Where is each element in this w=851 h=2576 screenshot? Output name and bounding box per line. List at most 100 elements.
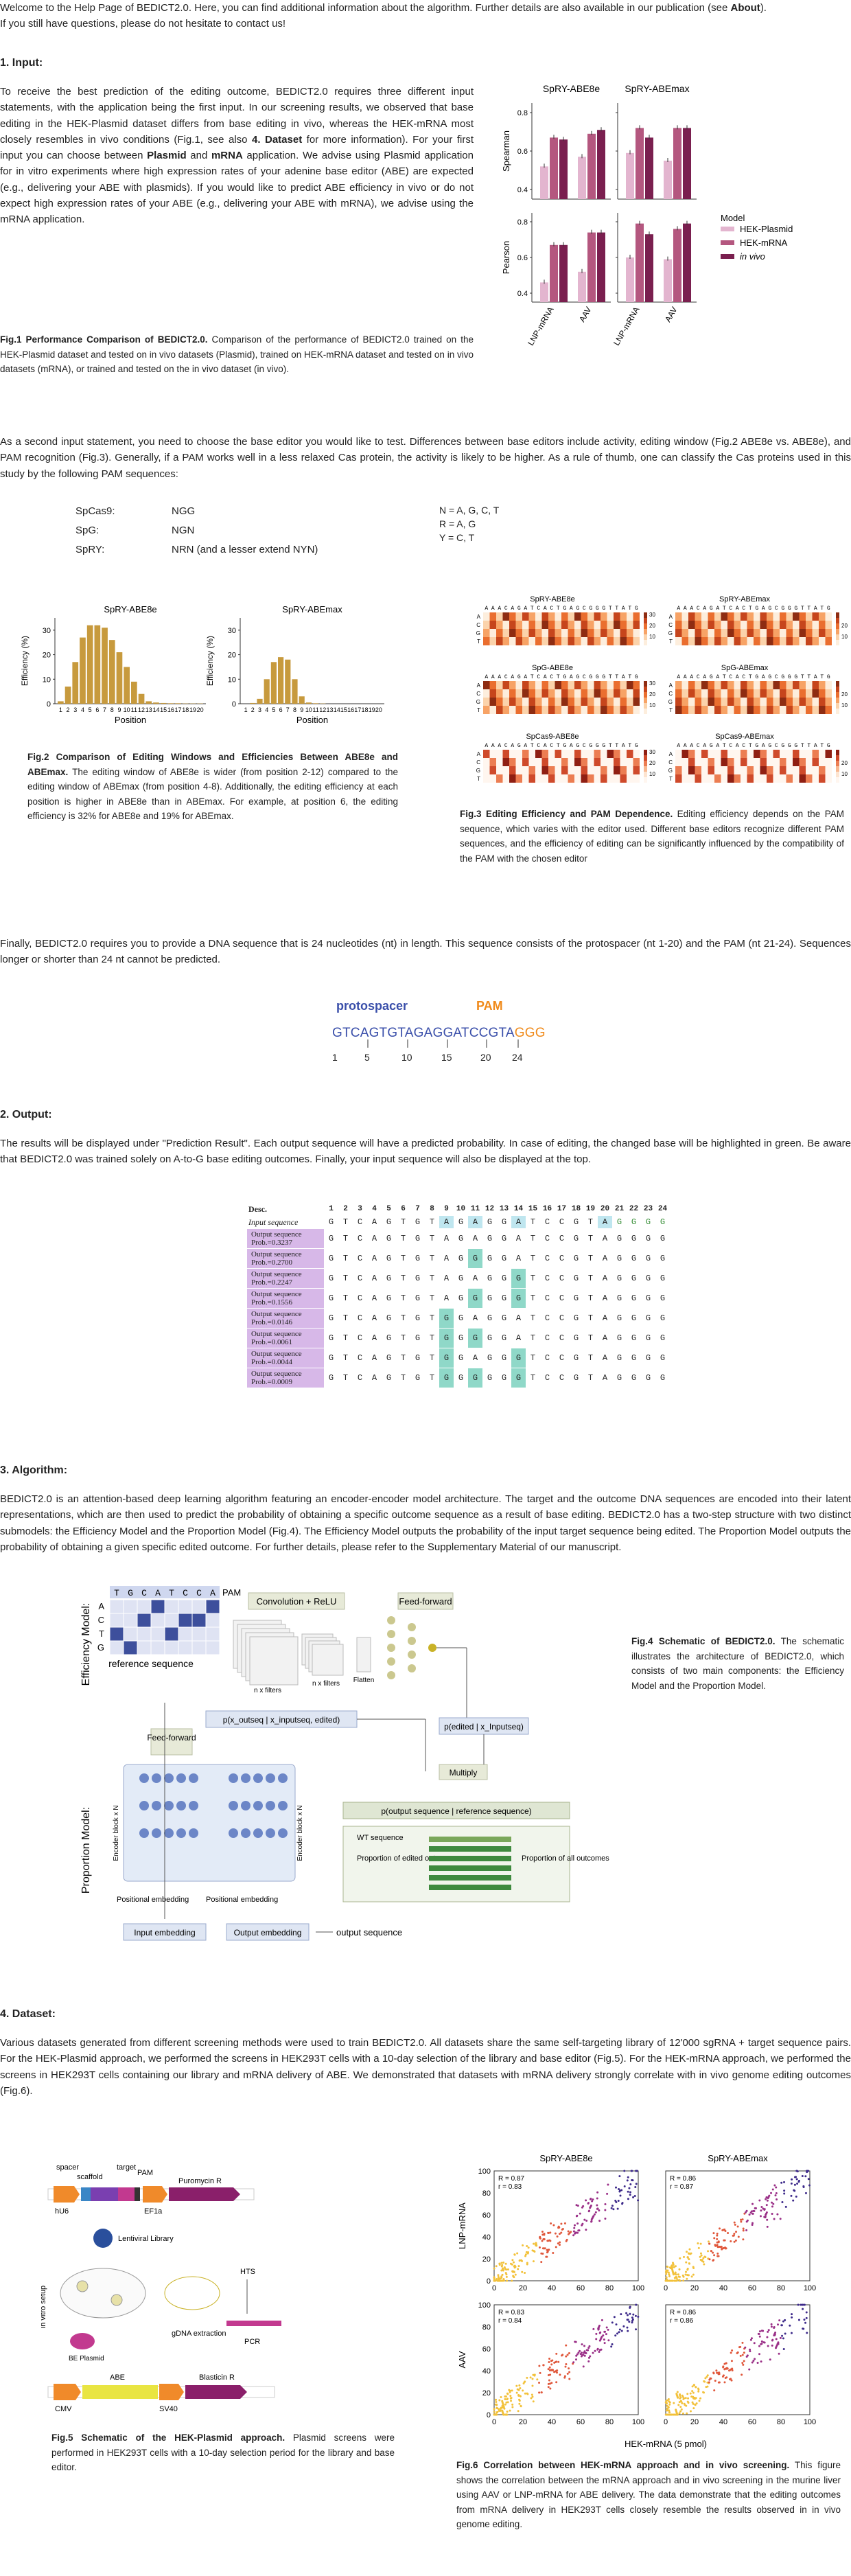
heatmap-cell [681, 689, 688, 698]
scatter-point [568, 2371, 571, 2373]
bar [313, 703, 319, 704]
scatter-point [692, 2407, 695, 2410]
grid-cell [205, 1626, 220, 1642]
grid-cell [164, 1640, 179, 1655]
heatmap-col-label: T [628, 743, 631, 749]
scatter-point [502, 2269, 504, 2272]
output-nucleotide: G [645, 1333, 651, 1343]
code-line: R = A, G [439, 518, 476, 529]
scatter-point [616, 2207, 619, 2210]
heatmap-cell [515, 629, 522, 637]
scatter-point [756, 2361, 759, 2364]
scatter-point [570, 2231, 572, 2233]
output-nucleotide: G [631, 1293, 637, 1303]
heatmap-cell [760, 766, 767, 774]
scatter-point [596, 2207, 598, 2210]
scatter-point [678, 2268, 681, 2270]
scatter-point [741, 2354, 744, 2356]
heatmap-row-label: C [476, 691, 480, 697]
about-link[interactable]: About [730, 2, 760, 14]
heatmap-cell [515, 774, 522, 783]
scatter-point [731, 2349, 734, 2351]
heatmap-cell [614, 750, 620, 758]
scatter-point [771, 2205, 773, 2208]
heatmap-cell [688, 612, 695, 621]
heatmap-cell [601, 758, 607, 766]
scatter-point [599, 2331, 602, 2334]
heatmap-cell [681, 621, 688, 629]
output-nucleotide: G [386, 1372, 392, 1383]
scatter-point [679, 2279, 681, 2282]
scatter-point [546, 2251, 549, 2253]
scatter-point [515, 2391, 518, 2394]
heatmap-row-label: T [669, 707, 673, 713]
scatter-point [794, 2176, 797, 2178]
scatter-point [687, 2274, 690, 2277]
position-header: 9 [444, 1204, 449, 1213]
scatter-point [590, 2205, 592, 2207]
heatmap-col-label: C [583, 674, 586, 680]
input-nucleotide: G [458, 1217, 464, 1227]
heatmap-cell [812, 758, 819, 766]
scatter-point [718, 2371, 721, 2374]
colorbar-segment [836, 634, 839, 640]
output-nucleotide: G [487, 1293, 493, 1303]
bar [664, 161, 672, 199]
multiply-box [439, 1764, 488, 1780]
heatmap-cell [688, 774, 695, 783]
scatter-point [744, 2346, 747, 2349]
heatmap-cell [574, 774, 581, 783]
heatmap-cell [819, 698, 826, 706]
heatmap-cell [786, 706, 793, 714]
scatter-point [556, 2235, 559, 2238]
intro-line-2: If you still have questions, please do n… [0, 18, 286, 30]
scatter-point [760, 2343, 762, 2345]
heatmap-cell [760, 637, 767, 645]
heatmap-col-label: C [537, 743, 540, 749]
heatmap-col-label: G [794, 743, 797, 749]
heatmap-cell [727, 706, 734, 714]
scatter-point [587, 2349, 590, 2351]
scatter-point [518, 2400, 521, 2402]
heatmap-cell [568, 758, 574, 766]
scatter-point [758, 2199, 761, 2202]
heatmap-row-label: G [476, 768, 480, 774]
outcome-bar [429, 1865, 511, 1871]
heatmap-cell [741, 766, 747, 774]
scatter-point [529, 2376, 532, 2379]
scatter-point [610, 2345, 613, 2348]
scatter-point [620, 2330, 623, 2332]
grid-row-label: G [97, 1642, 104, 1653]
scatter-point [588, 2345, 591, 2347]
scatter-point [493, 2278, 496, 2281]
x-tick-label: 3 [73, 706, 77, 713]
scatter-point [778, 2352, 780, 2355]
scatter-point [743, 2360, 745, 2362]
scatter-point [607, 2328, 609, 2331]
scatter-point [793, 2183, 796, 2186]
heatmap-col-label: A [677, 743, 680, 749]
scatter-point [496, 2407, 499, 2410]
scatter-point [706, 2374, 709, 2377]
scatter-point [760, 2360, 762, 2363]
heatmap-cell [483, 750, 490, 758]
position-header: 3 [358, 1204, 362, 1213]
scatter-point [512, 2261, 515, 2264]
heatmap-cell [747, 621, 754, 629]
heatmap-col-label: A [544, 674, 547, 680]
scatter-point [530, 2397, 533, 2400]
heatmap-col-label: C [504, 606, 508, 612]
label: spacer [56, 2163, 79, 2172]
x-tick-label: 10 [305, 706, 312, 713]
heatmap-cell [601, 750, 607, 758]
heatmap-cell [806, 706, 813, 714]
scatter-point [771, 2344, 773, 2347]
scatter-point [697, 2242, 699, 2244]
heatmap-cell [509, 689, 516, 698]
grid-cell [205, 1640, 220, 1655]
fig5-caption: Fig.5 Schematic of the HEK-Plasmid appro… [51, 2430, 395, 2475]
grid-seq-letter: A [155, 1588, 161, 1598]
output-nucleotide: G [616, 1273, 622, 1283]
output-nucleotide: G [631, 1253, 637, 1263]
col-title: SpRY-ABE8e [539, 2153, 592, 2163]
